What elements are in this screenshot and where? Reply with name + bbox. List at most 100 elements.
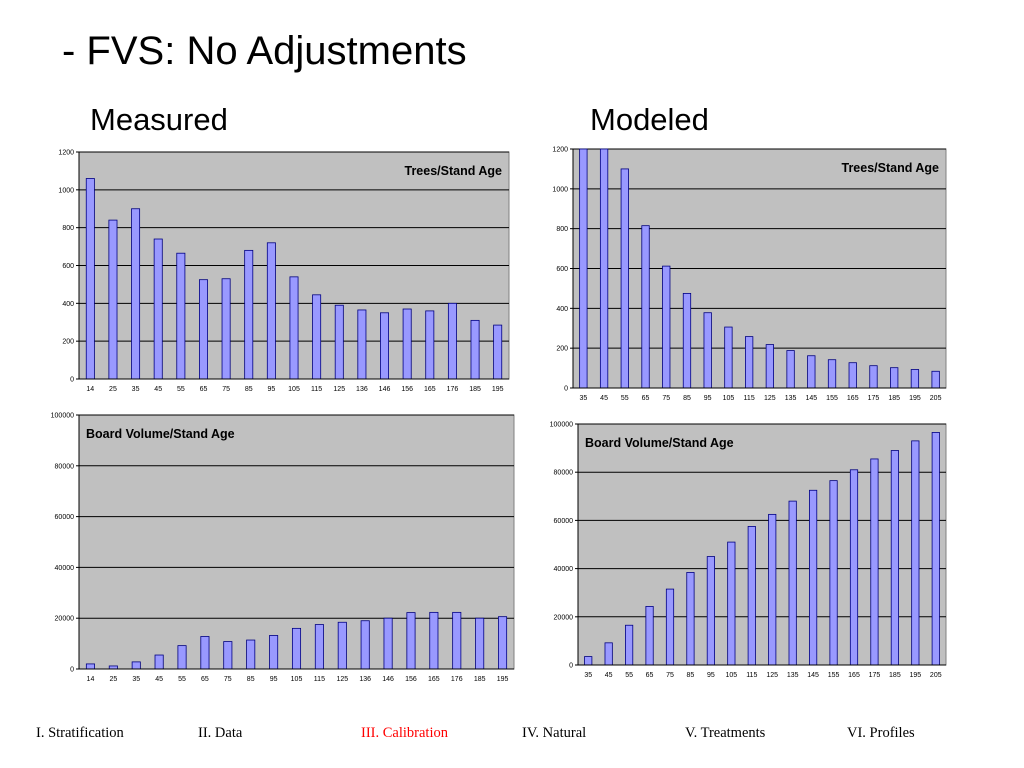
x-tick-label: 85 [245, 386, 253, 393]
x-tick-label: 35 [579, 395, 587, 402]
bar [869, 365, 878, 389]
bar [291, 627, 302, 670]
x-tick-label: 85 [683, 395, 691, 402]
bar [848, 362, 857, 389]
plot-area [78, 414, 515, 670]
x-tick-label: 125 [336, 676, 348, 683]
bar [662, 265, 671, 389]
y-tick-label: 400 [62, 301, 74, 308]
bar [334, 304, 344, 380]
bar [768, 513, 777, 666]
x-tick-label: 75 [662, 395, 670, 402]
x-tick-label: 105 [291, 676, 303, 683]
bar [406, 612, 416, 670]
x-tick-label: 145 [805, 395, 817, 402]
x-tick-label: 35 [132, 676, 140, 683]
y-tick-label: 0 [70, 377, 74, 384]
y-tick-label: 1000 [552, 186, 568, 193]
bar [493, 324, 503, 380]
bar [765, 344, 774, 389]
x-tick-label: 185 [888, 395, 900, 402]
x-tick-label: 136 [356, 386, 368, 393]
x-tick-label: 65 [201, 676, 209, 683]
bar [599, 148, 609, 389]
y-tick-label: 1200 [58, 150, 74, 157]
x-tick-label: 185 [474, 676, 486, 683]
x-tick-label: 65 [646, 672, 654, 679]
x-tick-label: 145 [807, 672, 819, 679]
bar [312, 294, 322, 380]
x-tick-label: 55 [178, 676, 186, 683]
modeled-trees-chart: 0 200 400 600 800 1000 1200 35 45 55 65 75 85 95 105 11… [552, 147, 947, 402]
bar [849, 469, 859, 666]
plot-area [577, 423, 947, 666]
x-tick-label: 175 [868, 395, 880, 402]
bar [266, 242, 276, 380]
x-tick-label: 125 [333, 386, 345, 393]
y-tick-label: 1000 [58, 187, 74, 194]
x-tick-label: 45 [155, 676, 163, 683]
nav-item-calibration[interactable]: III. Calibration [361, 725, 448, 741]
x-tick-label: 65 [200, 386, 208, 393]
nav-item-treatments[interactable]: V. Treatments [685, 725, 766, 741]
bar [289, 276, 299, 380]
bar [85, 178, 95, 380]
y-tick-label: 600 [62, 263, 74, 270]
bar [931, 370, 940, 389]
y-tick-label: 0 [569, 663, 573, 670]
bar [246, 639, 256, 670]
y-tick-label: 0 [70, 667, 74, 674]
y-tick-label: 400 [556, 306, 568, 313]
x-tick-label: 205 [930, 395, 942, 402]
bar [383, 617, 393, 670]
x-tick-label: 185 [469, 386, 481, 393]
x-tick-label: 65 [642, 395, 650, 402]
y-tick-label: 80000 [55, 463, 75, 470]
measured-trees-chart: 0 200 400 600 800 1000 1200 14 25 35 45 55 65 75 85 95 1… [58, 150, 510, 393]
y-tick-label: 20000 [55, 616, 75, 623]
bar [829, 480, 838, 666]
x-tick-label: 125 [764, 395, 776, 402]
bar [584, 656, 593, 666]
bar [475, 617, 485, 670]
x-tick-label: 155 [826, 395, 838, 402]
bar [625, 624, 634, 666]
x-tick-label: 95 [707, 672, 715, 679]
bar [131, 208, 141, 380]
bar [620, 168, 629, 389]
x-tick-label: 135 [785, 395, 797, 402]
nav-item-stratification[interactable]: I. Stratification [36, 725, 124, 741]
chart-title: Trees/Stand Age [842, 161, 940, 175]
y-tick-label: 0 [564, 386, 568, 393]
x-tick-label: 105 [723, 395, 735, 402]
bar [223, 641, 233, 670]
bar [745, 336, 754, 389]
x-tick-label: 205 [930, 672, 942, 679]
bar [931, 432, 940, 666]
x-tick-label: 115 [746, 672, 757, 679]
bar [177, 645, 187, 670]
x-tick-label: 55 [177, 386, 185, 393]
bar [645, 606, 654, 666]
x-tick-label: 136 [359, 676, 371, 683]
chart-title: Board Volume/Stand Age [585, 436, 734, 450]
bar [910, 369, 920, 389]
bar [357, 309, 367, 380]
x-tick-label: 85 [247, 676, 255, 683]
section-nav: I. Stratification II. Data III. Calibrat… [0, 722, 1024, 746]
y-tick-label: 40000 [554, 566, 574, 573]
nav-item-profiles[interactable]: VI. Profiles [847, 725, 915, 741]
bar [402, 308, 412, 380]
bar [360, 620, 370, 670]
measured-heading: Measured [90, 102, 228, 137]
x-tick-label: 146 [382, 676, 394, 683]
bar [747, 526, 756, 666]
y-tick-label: 60000 [55, 514, 75, 521]
y-tick-label: 100000 [51, 413, 74, 420]
nav-item-natural[interactable]: IV. Natural [522, 725, 587, 741]
x-tick-label: 95 [270, 676, 278, 683]
bar [452, 611, 462, 670]
bar [380, 312, 390, 380]
bar [809, 489, 818, 666]
nav-item-data[interactable]: II. Data [198, 725, 243, 741]
